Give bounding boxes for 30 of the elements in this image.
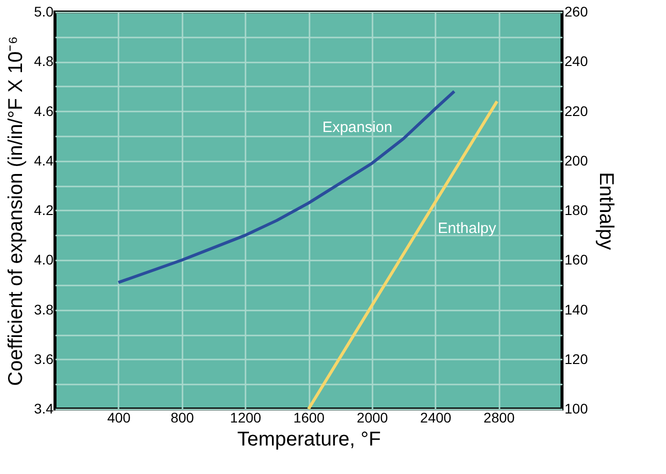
x-tick-label: 400: [107, 410, 131, 426]
y2-tick-label: 180: [564, 202, 588, 218]
y-tick-label: 4.0: [34, 252, 54, 268]
y2-tick-label: 240: [564, 53, 588, 70]
y-tick-label: 3.4: [34, 400, 54, 416]
y2-tick-label: 120: [564, 350, 588, 367]
y-tick-label: 3.8: [34, 301, 54, 318]
y-tick-label: 4.4: [34, 152, 54, 168]
y-tick-label: 4.2: [34, 202, 54, 218]
x-tick-label: 2400: [420, 410, 452, 426]
y2-tick-label: 160: [564, 252, 588, 268]
x-tick-label: 1200: [230, 410, 262, 426]
x-tick-label: 1600: [293, 410, 325, 426]
y2-tick-label: 140: [564, 301, 588, 318]
y2-tick-label: 100: [564, 400, 588, 416]
y2-tick-label: 200: [564, 152, 588, 168]
x-axis-title: Temperature, °F: [237, 428, 381, 450]
x-tick-label: 2800: [484, 410, 515, 426]
y-axis-title: Coefficient of expansion (in/in/°F X 10⁻⁶: [5, 36, 28, 386]
y-tick-label: 4.8: [34, 53, 54, 70]
series-label: Expansion: [322, 118, 392, 136]
y-tick-label: 5.0: [34, 4, 54, 20]
x-tick-label: 800: [170, 410, 194, 426]
series-label: Enthalpy: [438, 220, 497, 238]
x-tick-label: 2000: [356, 410, 388, 426]
y-tick-label: 3.6: [34, 350, 54, 367]
y2-tick-label: 220: [564, 102, 588, 119]
y2-tick-label: 260: [564, 4, 588, 20]
y-tick-label: 4.6: [34, 102, 54, 119]
y2-axis-title: Enthalpy: [594, 172, 617, 250]
